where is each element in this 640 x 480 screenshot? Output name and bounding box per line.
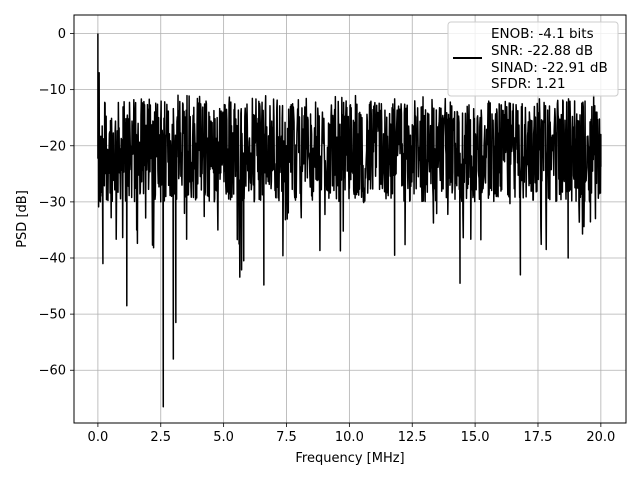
y-axis-ticks: 0 −10 −20 −30 −40 −50 −60 — [39, 27, 74, 379]
x-tick-label: 10.0 — [335, 430, 364, 445]
x-axis-label: Frequency [MHz] — [295, 451, 404, 466]
legend-enob: ENOB: -4.1 bits — [491, 26, 594, 42]
x-tick-label: 7.5 — [276, 430, 297, 445]
y-tick-label: −10 — [39, 83, 66, 98]
y-tick-label: −30 — [39, 195, 66, 210]
legend-sfdr: SFDR: 1.21 — [491, 76, 566, 92]
x-tick-label: 20.0 — [586, 430, 615, 445]
psd-series-line — [97, 33, 602, 408]
series-layer — [97, 33, 602, 408]
y-tick-label: −60 — [39, 364, 66, 379]
x-tick-label: 17.5 — [524, 430, 553, 445]
y-tick-label: −20 — [39, 139, 66, 154]
x-axis-ticks: 0.0 2.5 5.0 7.5 10.0 12.5 15.0 17.5 20.0 — [88, 423, 615, 445]
x-tick-label: 2.5 — [150, 430, 171, 445]
legend-sinad: SINAD: -22.91 dB — [491, 60, 608, 76]
axes-frame — [73, 14, 627, 424]
legend-box — [447, 21, 619, 97]
legend-snr: SNR: -22.88 dB — [491, 43, 593, 59]
y-axis-label: PSD [dB] — [15, 190, 30, 248]
plot-area — [97, 33, 602, 408]
legend: ENOB: -4.1 bits SNR: -22.88 dB SINAD: -2… — [447, 21, 619, 97]
y-tick-label: −40 — [39, 252, 66, 267]
y-tick-label: −50 — [39, 308, 66, 323]
x-tick-label: 15.0 — [461, 430, 490, 445]
x-tick-label: 5.0 — [213, 430, 234, 445]
x-tick-label: 0.0 — [88, 430, 109, 445]
x-tick-label: 12.5 — [398, 430, 427, 445]
y-tick-label: 0 — [58, 27, 66, 42]
